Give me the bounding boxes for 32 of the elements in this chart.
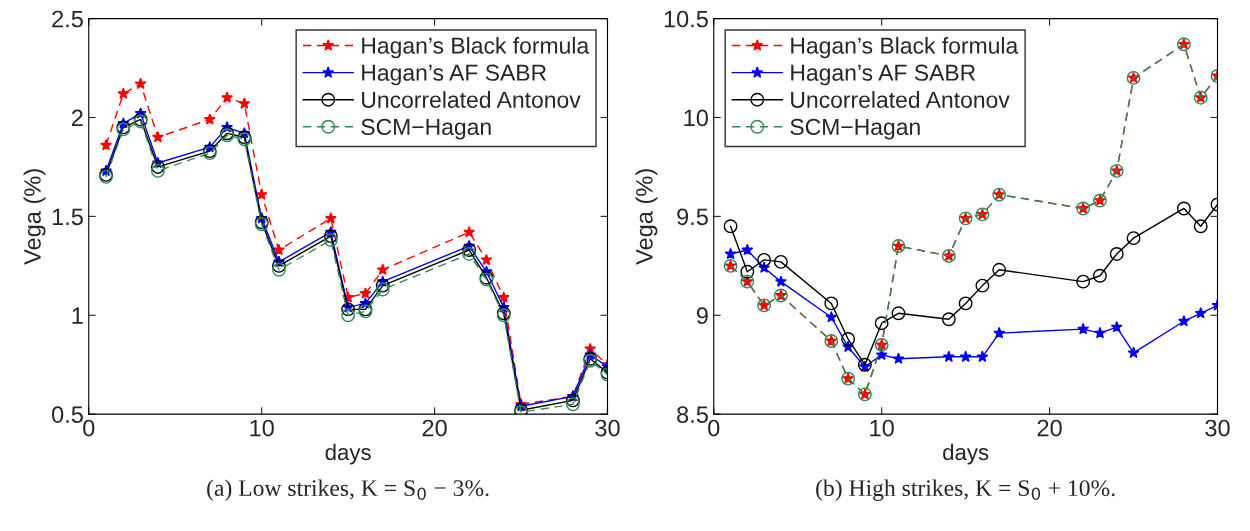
y-tick-label: 9.5 bbox=[677, 208, 708, 226]
x-tick-label: 20 bbox=[422, 419, 447, 437]
x-tick-label: 30 bbox=[1205, 419, 1230, 437]
y-tick-label: 10.5 bbox=[664, 10, 708, 28]
x-axis-title: days bbox=[943, 443, 989, 465]
x-tick-label: 30 bbox=[595, 419, 620, 437]
y-tick-label: 1 bbox=[72, 307, 83, 324]
y-tick-label: 0.5 bbox=[51, 406, 83, 423]
y-axis-title: Vega (%) bbox=[23, 169, 46, 265]
y-tick-label: 2 bbox=[71, 109, 83, 127]
legend-label: Hagan’s Black formula bbox=[362, 36, 590, 59]
legend-label: Hagan’s AF SABR bbox=[362, 64, 547, 86]
x-tick-label: 10 bbox=[870, 419, 894, 437]
y-tick-label: 9 bbox=[696, 307, 708, 325]
legend-label: Hagan’s AF SABR bbox=[791, 64, 976, 86]
x-tick-label: 10 bbox=[250, 419, 274, 437]
text: (a) Low strikes, K = S$_{0}$ − 3%. bbox=[207, 479, 489, 501]
legend-label: Uncorrelated Antonov bbox=[791, 91, 1010, 108]
text: (b) High strikes, K = S$_{0}$ + 10%. bbox=[816, 479, 1115, 501]
legend-label: SCM−Hagan bbox=[790, 118, 920, 140]
x-tick-label: 0 bbox=[708, 419, 720, 437]
legend-label: Uncorrelated Antonov bbox=[362, 91, 581, 108]
x-axis-title: days bbox=[325, 443, 371, 465]
x-tick-label: 20 bbox=[1037, 419, 1062, 437]
y-tick-label: 1.5 bbox=[52, 208, 83, 226]
legend-label: Hagan’s Black formula bbox=[791, 36, 1019, 59]
y-axis-title: Vega (%) bbox=[635, 169, 658, 265]
y-tick-label: 8.5 bbox=[677, 406, 708, 423]
y-tick-label: 2.5 bbox=[52, 10, 83, 28]
legend-label: SCM−Hagan bbox=[361, 118, 491, 140]
y-tick-label: 10 bbox=[684, 109, 708, 127]
x-tick-label: 0 bbox=[83, 419, 95, 437]
